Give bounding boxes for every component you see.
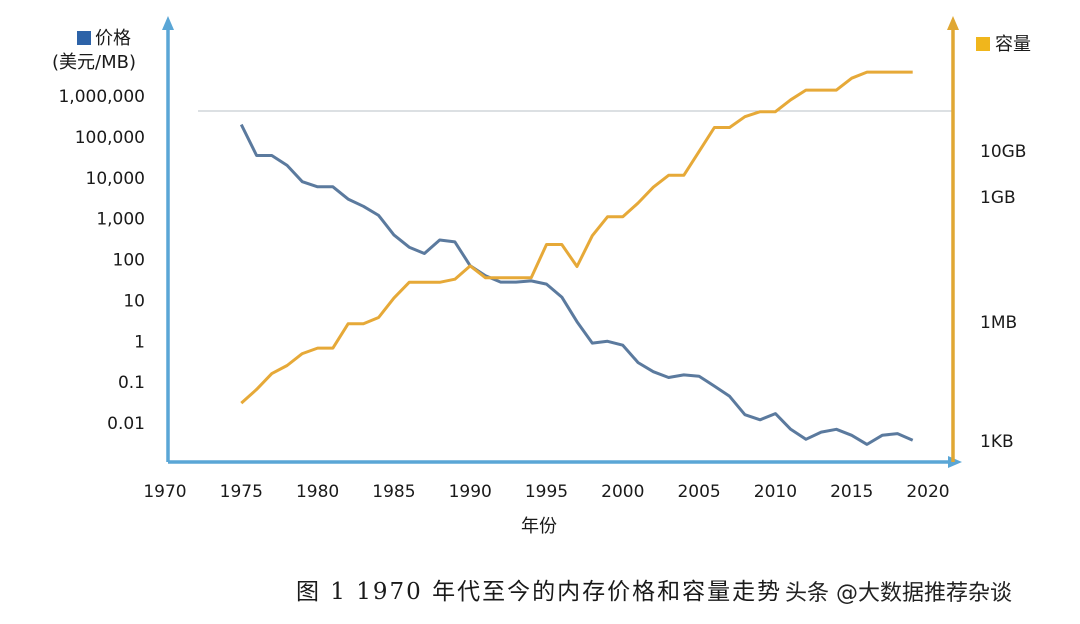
left-tick-label: 0.1: [118, 373, 145, 393]
right-tick-label: 1MB: [980, 313, 1017, 333]
x-tick-label: 2005: [677, 482, 720, 502]
figure-caption: 图 1 1970 年代至今的内存价格和容量走势: [296, 579, 782, 605]
left-tick-label: 10,000: [86, 169, 145, 189]
left-tick-label: 1: [134, 332, 145, 352]
left-tick-label: 1,000: [96, 210, 145, 230]
left-tick-label: 100: [113, 251, 145, 271]
right-axis-arrow-icon: [947, 16, 959, 30]
x-tick-label: 1980: [296, 482, 339, 502]
left-axis-title-unit: (美元/MB): [52, 52, 136, 73]
x-tick-label: 2000: [601, 482, 644, 502]
left-axis-ticks: 1,000,000 100,000 10,000 1,000 100 10 1 0.1 0.01: [58, 87, 145, 434]
price-legend-square: [77, 31, 91, 45]
right-tick-label: 1KB: [980, 432, 1014, 452]
x-axis-arrow-icon: [948, 456, 962, 468]
left-axis-arrow-icon: [162, 16, 174, 30]
x-tick-label: 1975: [220, 482, 263, 502]
right-tick-label: 1GB: [980, 188, 1016, 208]
x-tick-label: 1970: [143, 482, 186, 502]
right-axis-ticks: 10GB 1GB 1MB 1KB: [980, 142, 1026, 452]
x-tick-label: 1995: [525, 482, 568, 502]
x-tick-label: 1985: [372, 482, 415, 502]
x-tick-label: 2015: [830, 482, 873, 502]
x-tick-label: 1990: [449, 482, 492, 502]
right-axis-title: 容量: [995, 34, 1031, 55]
capacity-series-line: [240, 70, 913, 405]
right-tick-label: 10GB: [980, 142, 1026, 162]
left-tick-label: 100,000: [75, 128, 145, 148]
x-tick-label: 2010: [754, 482, 797, 502]
x-axis-ticks: 1970 1975 1980 1985 1990 1995 2000 2005 2010 2015…: [143, 482, 949, 502]
price-series-line: [239, 123, 914, 446]
left-tick-label: 10: [123, 291, 145, 311]
watermark: 头条 @大数据推荐杂谈: [785, 581, 1012, 606]
x-axis-title: 年份: [521, 516, 557, 537]
left-tick-label: 1,000,000: [58, 87, 145, 107]
left-tick-label: 0.01: [107, 414, 145, 434]
x-tick-label: 2020: [906, 482, 949, 502]
left-axis-title-name: 价格: [95, 28, 131, 49]
capacity-legend-square: [976, 37, 990, 51]
